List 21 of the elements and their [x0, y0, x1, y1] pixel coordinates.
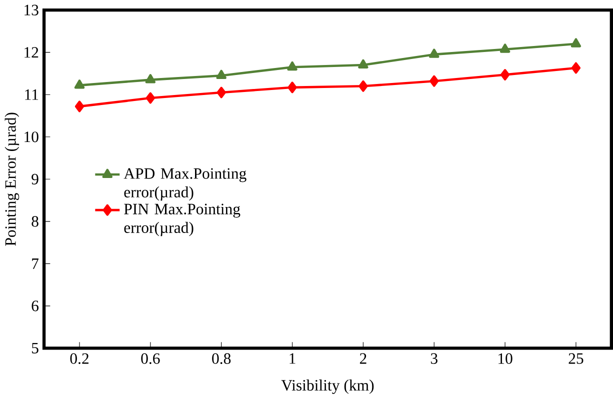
x-tick-label: 10: [498, 353, 512, 364]
y-tick-label: 6: [32, 300, 39, 312]
x-tick-label: 2: [360, 353, 366, 364]
legend-label: APD Max.Pointing error(µrad): [124, 168, 246, 201]
y-tick-label: 7: [32, 258, 39, 270]
y-tick-label: 10: [24, 132, 38, 142]
y-tick-label: 13: [24, 4, 38, 16]
y-tick-label: 12: [24, 47, 38, 58]
x-tick-label: 25: [568, 353, 584, 364]
x-tick-label: 0.6: [141, 353, 160, 364]
y-axis-title: Pointing Error (µrad): [4, 112, 20, 246]
y-tick-label: 11: [25, 90, 38, 100]
y-tick-label: 5: [32, 343, 38, 354]
x-tick-label: 0.2: [70, 353, 88, 364]
x-tick-label: 0.8: [212, 353, 231, 364]
x-tick-label: 1: [290, 353, 296, 364]
legend-label: PIN Max.Pointing error(µrad): [124, 204, 240, 236]
y-tick-label: 9: [32, 174, 38, 185]
x-axis-title: Visibility (km): [281, 380, 374, 394]
y-tick-label: 8: [32, 216, 38, 227]
x-tick-label: 3: [430, 353, 438, 364]
